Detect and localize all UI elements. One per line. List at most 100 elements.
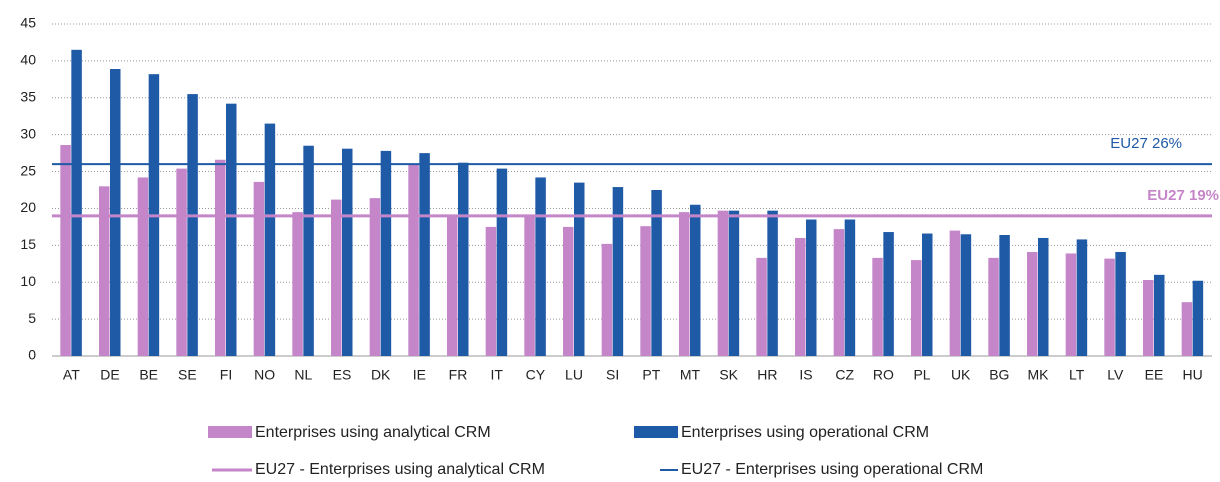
x-tick-label: MK — [1028, 367, 1050, 383]
bar — [1027, 251, 1038, 356]
x-tick-label: LU — [565, 367, 583, 383]
x-tick-label: AT — [63, 367, 80, 383]
x-tick-label: BG — [989, 367, 1009, 383]
bar — [303, 145, 314, 356]
x-tick-label: IE — [413, 367, 426, 383]
x-tick-label: PT — [642, 367, 660, 383]
bar — [264, 123, 276, 356]
bar — [137, 177, 149, 356]
bar — [922, 233, 933, 356]
bar — [176, 168, 187, 356]
legend-label: Enterprises using analytical CRM — [255, 424, 491, 441]
y-tick-label: 20 — [20, 199, 36, 215]
bar — [1038, 237, 1049, 356]
bar — [690, 204, 701, 356]
bar — [1181, 302, 1193, 356]
bar — [187, 94, 198, 356]
x-tick-label: SE — [178, 367, 197, 383]
bar — [949, 230, 961, 356]
bar — [999, 235, 1010, 356]
x-tick-label: LT — [1069, 367, 1085, 383]
bar — [253, 181, 265, 356]
bar — [215, 159, 226, 356]
x-tick-label: DE — [100, 367, 119, 383]
bar — [988, 257, 999, 356]
bar — [911, 260, 922, 356]
y-tick-label: 45 — [20, 15, 36, 31]
bar — [1076, 239, 1088, 356]
y-tick-label: 40 — [20, 52, 36, 68]
bar — [767, 210, 778, 356]
x-tick-label: IT — [490, 367, 503, 383]
reference-label: EU27 19% — [1147, 187, 1219, 204]
bar — [369, 198, 381, 356]
legend-label: EU27 - Enterprises using analytical CRM — [255, 461, 545, 478]
x-tick-label: MT — [680, 367, 701, 383]
bar — [535, 177, 546, 356]
bar — [651, 190, 662, 356]
bar — [601, 243, 613, 356]
bar — [1154, 274, 1165, 356]
legend-label: EU27 - Enterprises using operational CRM — [681, 461, 983, 478]
x-tick-label: ES — [333, 367, 352, 383]
bar — [1143, 280, 1154, 356]
bar — [71, 49, 82, 356]
bar — [728, 210, 740, 356]
bar — [795, 237, 806, 356]
x-tick-label: SI — [606, 367, 619, 383]
bar — [612, 187, 624, 356]
bar — [342, 148, 353, 356]
y-tick-label: 25 — [20, 162, 36, 178]
bar — [447, 215, 458, 356]
bar — [331, 199, 342, 356]
x-tick-label: EE — [1145, 367, 1164, 383]
bar — [380, 150, 392, 356]
legend-label: Enterprises using operational CRM — [681, 424, 929, 441]
bar — [1115, 251, 1126, 356]
x-tick-label: FI — [220, 367, 232, 383]
y-tick-label: 5 — [28, 310, 36, 326]
x-tick-label: BE — [139, 367, 158, 383]
bar — [563, 226, 574, 356]
x-tick-label: RO — [873, 367, 894, 383]
y-tick-label: 0 — [28, 347, 36, 363]
bar — [833, 229, 845, 356]
x-tick-label: CY — [526, 367, 546, 383]
bar — [640, 226, 651, 356]
bar — [960, 234, 972, 356]
bar — [844, 219, 856, 356]
bar — [806, 219, 817, 356]
bar — [408, 164, 419, 356]
x-tick-label: PL — [913, 367, 930, 383]
bar — [1192, 280, 1204, 356]
bar — [60, 144, 71, 356]
bar — [574, 182, 585, 356]
x-tick-label: CZ — [835, 367, 854, 383]
bar — [292, 212, 303, 356]
x-tick-label: NL — [294, 367, 312, 383]
legend-swatch — [208, 426, 252, 438]
y-tick-label: 30 — [20, 125, 36, 141]
x-tick-label: LV — [1107, 367, 1124, 383]
bar — [756, 257, 767, 356]
bar — [419, 153, 430, 356]
x-tick-label: DK — [371, 367, 391, 383]
reference-label: EU27 26% — [1110, 135, 1182, 152]
y-tick-label: 10 — [20, 273, 36, 289]
bar — [110, 69, 121, 356]
x-tick-label: HR — [757, 367, 777, 383]
bar — [717, 210, 729, 356]
bar — [524, 215, 535, 356]
x-tick-label: FR — [449, 367, 468, 383]
legend-swatch — [634, 426, 678, 438]
x-tick-label: HU — [1183, 367, 1203, 383]
bar — [679, 212, 690, 356]
x-tick-label: IS — [799, 367, 812, 383]
y-tick-label: 35 — [20, 88, 36, 104]
bar — [485, 226, 497, 356]
y-tick-label: 15 — [20, 236, 36, 252]
x-tick-label: UK — [951, 367, 971, 383]
bar — [1065, 253, 1077, 356]
bar — [883, 232, 894, 356]
